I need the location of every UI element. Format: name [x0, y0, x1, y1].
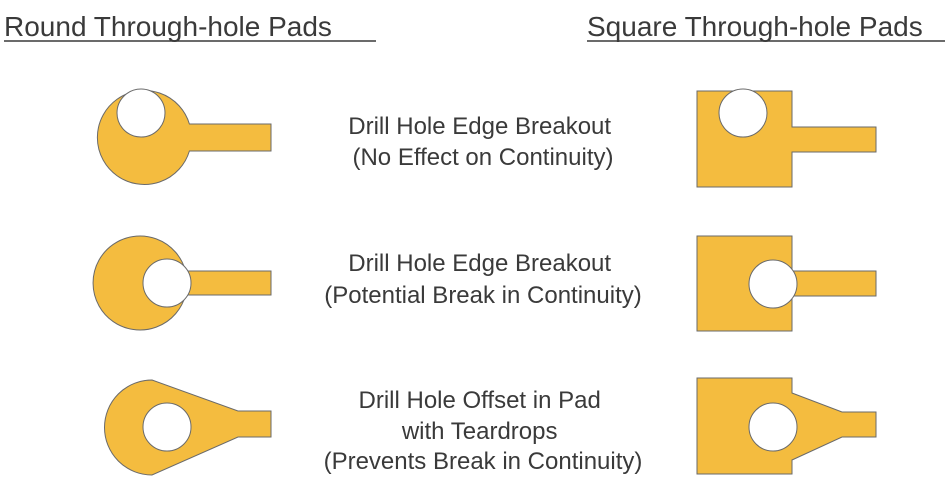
- square-pad-row-2: [696, 235, 877, 332]
- round-pad-row-3: [104, 379, 272, 476]
- row-2-caption: Drill Hole Edge Breakout (Potential Brea…: [324, 250, 641, 309]
- drill-hole: [748, 402, 798, 452]
- drill-hole: [718, 88, 768, 138]
- row-2-caption-line-2: (Potential Break in Continuity): [324, 282, 641, 309]
- drill-hole: [116, 88, 166, 138]
- round-pad-row-1: [96, 88, 272, 185]
- drill-hole: [142, 402, 192, 452]
- row-2-caption-line-1: Drill Hole Edge Breakout: [348, 250, 611, 277]
- row-3-caption-line-2: with Teardrops: [401, 418, 558, 445]
- row-1-caption: Drill Hole Edge Breakout (No Effect on C…: [348, 113, 617, 171]
- row-3-caption-line-1: Drill Hole Offset in Pad: [359, 387, 601, 414]
- drill-hole: [748, 259, 798, 309]
- row-3-caption-line-3: (Prevents Break in Continuity): [324, 448, 643, 475]
- square-pad-row-1: [696, 88, 877, 188]
- drill-hole: [142, 258, 192, 308]
- square-pad-row-3: [696, 377, 877, 475]
- row-1-caption-line-1: Drill Hole Edge Breakout: [348, 113, 611, 140]
- row-1-caption-line-2: (No Effect on Continuity): [352, 144, 613, 171]
- square-pads-heading: Square Through-hole Pads: [587, 11, 923, 42]
- round-pads-heading: Round Through-hole Pads: [4, 11, 332, 42]
- round-pad-row-2: [92, 235, 272, 331]
- row-3-caption: Drill Hole Offset in Pad with Teardrops …: [324, 387, 643, 475]
